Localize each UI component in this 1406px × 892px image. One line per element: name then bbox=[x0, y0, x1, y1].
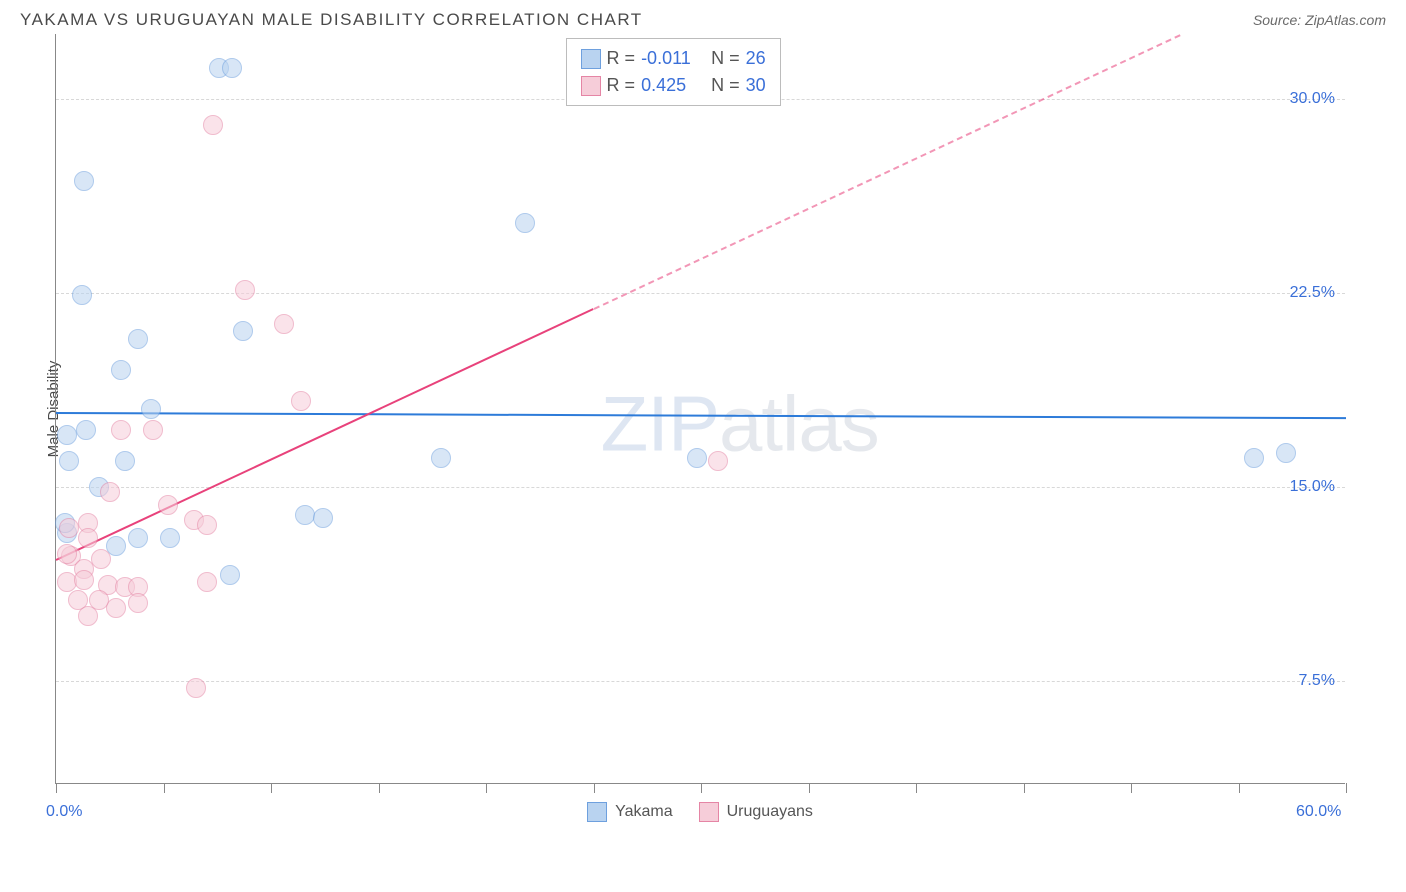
scatter-point bbox=[128, 593, 148, 613]
scatter-point bbox=[186, 678, 206, 698]
x-tick bbox=[701, 783, 702, 793]
legend-swatch bbox=[581, 49, 601, 69]
scatter-point bbox=[313, 508, 333, 528]
legend-n-label: N = bbox=[711, 72, 740, 99]
scatter-point bbox=[143, 420, 163, 440]
legend-swatch bbox=[587, 802, 607, 822]
legend-n-value: 26 bbox=[746, 45, 766, 72]
scatter-point bbox=[74, 171, 94, 191]
scatter-point bbox=[197, 572, 217, 592]
x-tick bbox=[56, 783, 57, 793]
scatter-point bbox=[111, 420, 131, 440]
y-tick-label: 22.5% bbox=[1290, 284, 1335, 302]
scatter-point bbox=[72, 285, 92, 305]
scatter-point bbox=[57, 425, 77, 445]
legend-n-label: N = bbox=[711, 45, 740, 72]
y-tick-label: 15.0% bbox=[1290, 478, 1335, 496]
plot-area: 7.5%15.0%22.5%30.0%0.0%60.0%ZIPatlasR =-… bbox=[55, 34, 1345, 784]
legend-swatch bbox=[699, 802, 719, 822]
scatter-point bbox=[91, 549, 111, 569]
x-limit-label: 60.0% bbox=[1296, 803, 1341, 821]
plot-wrap: Male Disability 7.5%15.0%22.5%30.0%0.0%6… bbox=[10, 34, 1396, 784]
scatter-point bbox=[222, 58, 242, 78]
scatter-point bbox=[235, 280, 255, 300]
legend-row: R =0.425N =30 bbox=[581, 72, 766, 99]
scatter-point bbox=[274, 314, 294, 334]
legend-r-value: -0.011 bbox=[641, 45, 705, 72]
x-tick bbox=[809, 783, 810, 793]
scatter-point bbox=[197, 515, 217, 535]
scatter-point bbox=[106, 598, 126, 618]
scatter-point bbox=[111, 360, 131, 380]
scatter-point bbox=[115, 451, 135, 471]
legend-n-value: 30 bbox=[746, 72, 766, 99]
scatter-point bbox=[515, 213, 535, 233]
chart-source: Source: ZipAtlas.com bbox=[1253, 12, 1386, 28]
scatter-point bbox=[59, 451, 79, 471]
scatter-point bbox=[203, 115, 223, 135]
legend-r-value: 0.425 bbox=[641, 72, 705, 99]
scatter-point bbox=[141, 399, 161, 419]
scatter-point bbox=[220, 565, 240, 585]
x-tick bbox=[1131, 783, 1132, 793]
x-tick bbox=[594, 783, 595, 793]
scatter-point bbox=[74, 570, 94, 590]
x-tick bbox=[1346, 783, 1347, 793]
x-tick bbox=[164, 783, 165, 793]
legend-swatch bbox=[581, 76, 601, 96]
scatter-point bbox=[687, 448, 707, 468]
scatter-point bbox=[1244, 448, 1264, 468]
scatter-point bbox=[128, 329, 148, 349]
scatter-point bbox=[1276, 443, 1296, 463]
legend-bottom-item: Uruguayans bbox=[699, 802, 813, 822]
scatter-point bbox=[431, 448, 451, 468]
scatter-point bbox=[57, 544, 77, 564]
legend-r-label: R = bbox=[607, 72, 636, 99]
scatter-point bbox=[158, 495, 178, 515]
scatter-point bbox=[100, 482, 120, 502]
trend-line bbox=[56, 412, 1346, 419]
legend-bottom: Yakama Uruguayans bbox=[55, 784, 1345, 822]
scatter-point bbox=[89, 590, 109, 610]
watermark: ZIPatlas bbox=[601, 379, 879, 470]
scatter-point bbox=[78, 528, 98, 548]
x-tick bbox=[486, 783, 487, 793]
y-tick-label: 7.5% bbox=[1299, 672, 1335, 690]
x-tick bbox=[1024, 783, 1025, 793]
scatter-point bbox=[233, 321, 253, 341]
x-tick bbox=[271, 783, 272, 793]
legend-bottom-item: Yakama bbox=[587, 802, 673, 822]
x-tick bbox=[1239, 783, 1240, 793]
scatter-point bbox=[160, 528, 180, 548]
legend-row: R =-0.011N =26 bbox=[581, 45, 766, 72]
gridline bbox=[56, 681, 1345, 682]
chart-title: YAKAMA VS URUGUAYAN MALE DISABILITY CORR… bbox=[20, 10, 643, 30]
chart-container: YAKAMA VS URUGUAYAN MALE DISABILITY CORR… bbox=[10, 10, 1396, 822]
legend-series-label: Yakama bbox=[615, 803, 673, 821]
chart-header: YAKAMA VS URUGUAYAN MALE DISABILITY CORR… bbox=[10, 10, 1396, 34]
x-limit-label: 0.0% bbox=[46, 803, 82, 821]
legend-series-label: Uruguayans bbox=[727, 803, 813, 821]
legend-top: R =-0.011N =26R =0.425N =30 bbox=[566, 38, 781, 106]
scatter-point bbox=[291, 391, 311, 411]
scatter-point bbox=[76, 420, 96, 440]
scatter-point bbox=[59, 518, 79, 538]
scatter-point bbox=[708, 451, 728, 471]
legend-r-label: R = bbox=[607, 45, 636, 72]
gridline bbox=[56, 487, 1345, 488]
x-tick bbox=[916, 783, 917, 793]
y-tick-label: 30.0% bbox=[1290, 90, 1335, 108]
scatter-point bbox=[128, 528, 148, 548]
x-tick bbox=[379, 783, 380, 793]
